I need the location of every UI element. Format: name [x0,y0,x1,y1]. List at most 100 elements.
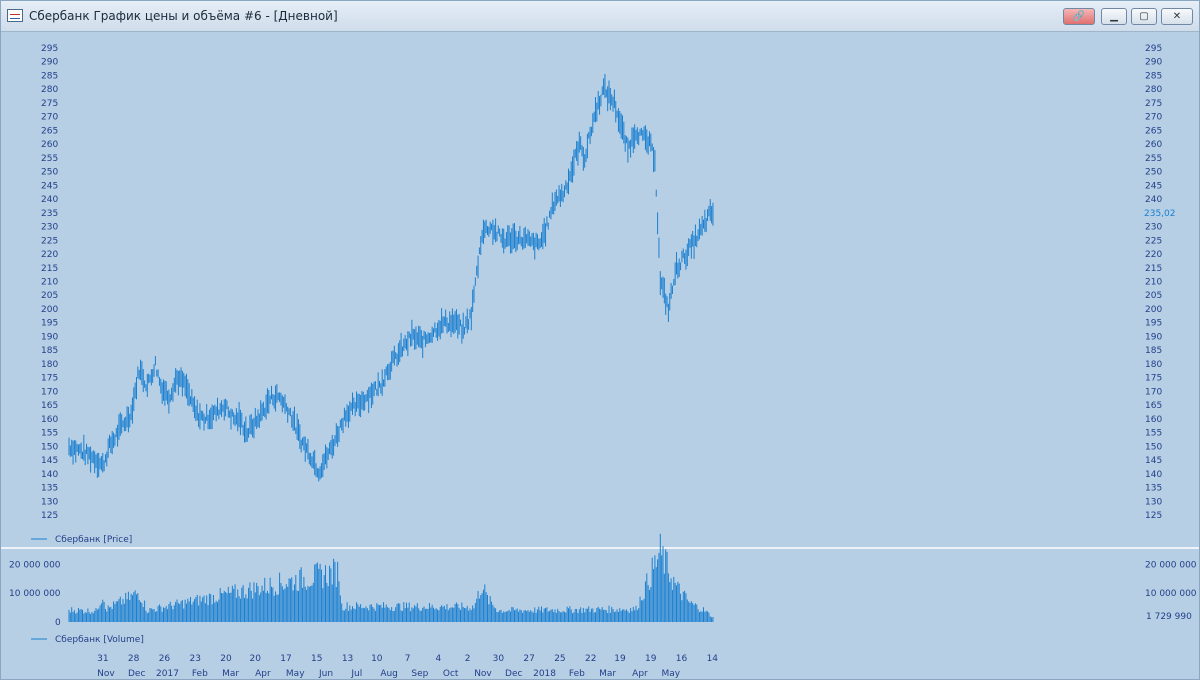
price-tick-label-left: 225 [41,236,58,246]
volume-tick-label-right: 20 000 000 [1145,560,1197,570]
price-tick-label-left: 295 [41,44,58,54]
x-month-label: May [661,669,680,679]
volume-legend-label: Сбербанк [Volume] [55,635,144,645]
x-month-label: Feb [192,669,208,679]
x-month-label: Jul [350,669,362,679]
x-month-label: May [286,669,305,679]
price-tick-label-left: 205 [41,291,58,301]
title-bar[interactable]: Сбербанк График цены и объёма #6 - [Днев… [1,1,1199,32]
x-month-label: Dec [128,669,145,679]
price-tick-label-left: 285 [41,71,58,81]
chart-area[interactable]: 295 295 290 290 285 285 280 280 275 275 270 270 265 2… [1,32,1199,679]
x-month-label: 2017 [156,669,179,679]
price-tick-label-left: 135 [41,484,58,494]
price-tick-label-right: 220 [1145,250,1162,260]
x-month-label: Dec [505,669,522,679]
x-day-label: 13 [342,654,353,664]
price-tick-label-right: 285 [1145,71,1162,81]
price-tick-label-right: 135 [1145,484,1162,494]
price-tick-label-left: 150 [41,442,58,452]
price-tick-label-right: 165 [1145,401,1162,411]
price-pane: 295 295 290 290 285 285 280 280 275 275 270 270 265 2… [31,44,1176,545]
volume-tick-label-left: 20 000 000 [9,560,61,570]
price-legend-label: Сбербанк [Price] [55,535,132,545]
x-day-label: 20 [249,654,261,664]
price-tick-label-right: 170 [1145,387,1162,397]
price-tick-label-left: 145 [41,456,58,466]
price-tick-label-left: 255 [41,154,58,164]
x-month-label: Mar [599,669,616,679]
chart-app-icon [7,9,23,22]
price-tick-label-left: 210 [41,278,58,288]
x-day-label: 10 [371,654,383,664]
price-tick-label-right: 255 [1145,154,1162,164]
price-tick-label-right: 230 [1145,223,1162,233]
window-title: Сбербанк График цены и объёма #6 - [Днев… [29,9,338,23]
price-tick-label-right: 290 [1145,58,1162,68]
price-tick-label-left: 180 [41,360,58,370]
x-day-label: 22 [585,654,596,664]
price-tick-label-right: 140 [1145,470,1162,480]
price-tick-label-right: 145 [1145,456,1162,466]
x-day-label: 26 [159,654,171,664]
x-axis: 31 28 26 23 20 20 17 15 13 10 7 4 2 30 27 25 22 19 19 16 14N… [97,654,718,679]
x-day-label: 17 [280,654,291,664]
price-tick-label-right: 185 [1145,346,1162,356]
price-tick-label-left: 260 [41,140,58,150]
price-tick-label-right: 280 [1145,85,1162,95]
price-tick-label-right: 250 [1145,168,1162,178]
price-tick-label-right: 245 [1145,181,1162,191]
x-day-label: 25 [554,654,565,664]
x-day-label: 27 [523,654,534,664]
price-tick-label-left: 275 [41,99,58,109]
price-tick-label-left: 240 [41,195,58,205]
price-tick-label-right: 200 [1145,305,1162,315]
volume-tick-label-left: 10 000 000 [9,589,61,599]
x-day-label: 7 [405,654,411,664]
price-tick-label-left: 290 [41,58,58,68]
minimize-button[interactable]: ▁ [1101,8,1127,25]
volume-tick-label-right: 10 000 000 [1145,589,1197,599]
x-day-label: 4 [435,654,441,664]
x-day-label: 28 [128,654,140,664]
price-tick-label-right: 160 [1145,415,1162,425]
last-volume-label: 1 729 990 [1146,612,1192,622]
close-button[interactable]: ✕ [1161,8,1193,25]
price-tick-label-left: 155 [41,429,58,439]
link-button[interactable]: 🔗 [1063,8,1095,25]
price-tick-label-right: 240 [1145,195,1162,205]
price-tick-label-right: 175 [1145,374,1162,384]
price-tick-label-left: 160 [41,415,58,425]
x-month-label: Mar [222,669,239,679]
price-tick-label-left: 195 [41,319,58,329]
price-tick-label-left: 270 [41,113,58,123]
x-month-label: Oct [443,669,459,679]
price-tick-label-right: 130 [1145,497,1162,507]
volume-pane: 20 000 000 20 000 000 10 000 000 10 000 000… [9,533,1197,645]
price-tick-label-left: 140 [41,470,58,480]
price-tick-label-right: 195 [1145,319,1162,329]
x-day-label: 23 [189,654,200,664]
maximize-button[interactable]: ▢ [1131,8,1157,25]
price-tick-label-left: 170 [41,387,58,397]
price-tick-label-left: 280 [41,85,58,95]
price-tick-label-right: 150 [1145,442,1162,452]
x-month-label: 2018 [533,669,556,679]
x-day-label: 15 [311,654,322,664]
x-day-label: 31 [97,654,108,664]
x-month-label: Nov [97,669,115,679]
x-month-label: Jun [318,669,333,679]
last-price-label: 235,02 [1144,209,1176,219]
price-tick-label-left: 220 [41,250,58,260]
price-tick-label-right: 275 [1145,99,1162,109]
x-day-label: 30 [493,654,505,664]
price-tick-label-left: 215 [41,264,58,274]
price-tick-label-left: 265 [41,126,58,136]
price-tick-label-left: 190 [41,332,58,342]
price-tick-label-right: 295 [1145,44,1162,54]
x-month-label: Feb [569,669,585,679]
price-tick-label-left: 125 [41,511,58,521]
x-day-label: 14 [707,654,719,664]
